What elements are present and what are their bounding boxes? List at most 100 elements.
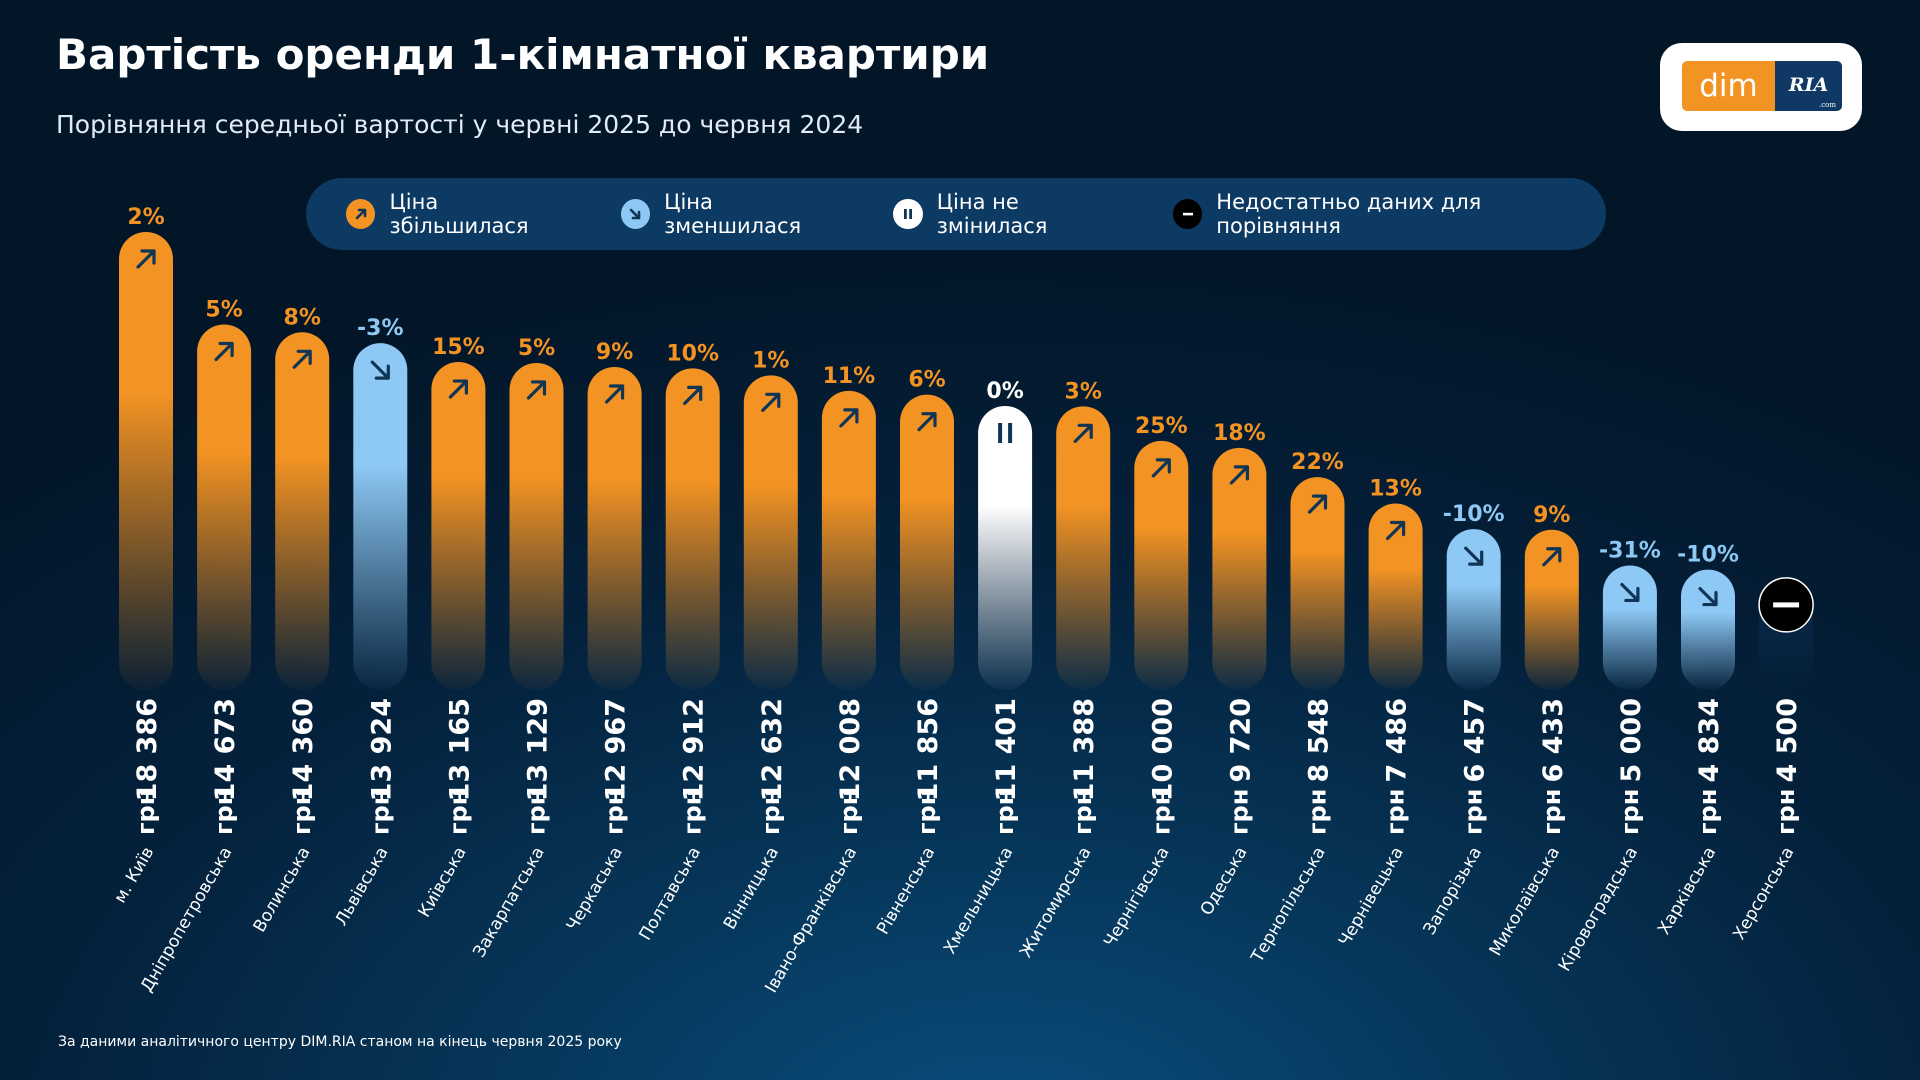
- bar: [821, 390, 876, 690]
- unit-label: грн: [1147, 789, 1175, 835]
- category-label: Чернігівська: [1100, 844, 1174, 951]
- unit-label: грн: [288, 789, 316, 835]
- unit-label: грн: [1382, 789, 1410, 835]
- value-label: 12 632: [757, 698, 788, 801]
- arrow-up-right-icon: [1542, 547, 1562, 567]
- logo-com-text: .com: [1819, 101, 1836, 109]
- arrow-down-right-icon: [370, 360, 390, 380]
- value-label: 13 129: [523, 698, 554, 801]
- bar: [1368, 503, 1423, 690]
- change-label: 18%: [1213, 421, 1266, 446]
- bar: [665, 368, 720, 690]
- bar: [587, 366, 642, 690]
- unit-label: грн: [132, 789, 160, 835]
- arrow-up-right-icon: [136, 249, 156, 269]
- unit-label: грн: [1772, 789, 1800, 835]
- category-label: Кіровоградська: [1555, 844, 1643, 976]
- category-label: Івано-Франківська: [761, 844, 861, 997]
- change-label: 5%: [518, 336, 555, 361]
- category-label: Київська: [414, 844, 470, 921]
- value-label: 11 856: [913, 698, 944, 801]
- arrow-up-right-icon: [292, 349, 312, 369]
- value-label: 11 388: [1069, 698, 1100, 801]
- bar: [509, 362, 564, 690]
- footnote: За даними аналітичного центру DIM.RIA ст…: [58, 1034, 622, 1050]
- change-label: 10%: [666, 341, 719, 366]
- value-label: 12 912: [679, 698, 710, 801]
- logo-ria-text: RIA .com: [1775, 61, 1842, 111]
- value-label: 13 924: [366, 698, 397, 801]
- value-label: 7 486: [1382, 698, 1413, 783]
- value-label: 13 165: [444, 698, 475, 801]
- change-label: -10%: [1677, 543, 1739, 568]
- unit-label: грн: [913, 789, 941, 835]
- bar: [1602, 565, 1657, 690]
- category-label: Львівська: [331, 844, 392, 930]
- page-subtitle: Порівняння середньої вартості у червні 2…: [56, 110, 864, 139]
- dim-ria-logo[interactable]: dim RIA .com: [1660, 43, 1862, 131]
- bar: [1681, 569, 1735, 690]
- unit-label: грн: [1616, 789, 1644, 835]
- bar: [900, 394, 954, 690]
- change-label: 6%: [908, 368, 945, 393]
- change-label: -3%: [357, 316, 403, 341]
- value-label: 14 673: [210, 698, 241, 801]
- bar: [1134, 440, 1189, 690]
- category-label: Житомирська: [1016, 844, 1096, 962]
- arrow-up-right-icon: [1229, 465, 1250, 485]
- category-label: Херсонська: [1729, 844, 1798, 944]
- arrow-up-right-icon: [683, 385, 703, 405]
- value-label: 11 401: [991, 698, 1022, 801]
- logo-dim-text: dim: [1682, 61, 1775, 111]
- bar: [1056, 406, 1111, 690]
- unit-label: грн: [523, 789, 551, 835]
- unit-label: грн: [1694, 789, 1722, 835]
- change-label: -31%: [1599, 538, 1661, 563]
- value-label: 9 720: [1225, 698, 1256, 783]
- value-label: 14 360: [288, 698, 319, 801]
- chart-legend: Ціна збільшилася Ціна зменшилася Ціна не…: [306, 178, 1606, 250]
- change-label: 8%: [284, 305, 321, 330]
- change-label: 0%: [986, 379, 1023, 404]
- category-label: Тернопільська: [1247, 844, 1330, 967]
- arrow-up-right-icon: [604, 384, 625, 404]
- legend-item-same: Ціна не змінилася: [893, 190, 1133, 238]
- legend-item-decrease: Ціна зменшилася: [620, 190, 854, 238]
- bar: [1212, 447, 1267, 690]
- change-label: 11%: [823, 364, 876, 389]
- category-label: Миколаївська: [1486, 844, 1565, 960]
- value-label: 12 008: [835, 698, 866, 801]
- category-label: Волинська: [250, 844, 315, 936]
- legend-item-increase: Ціна збільшилася: [346, 190, 581, 238]
- bar: [1524, 529, 1579, 690]
- category-label: Рівненська: [873, 844, 939, 939]
- legend-label-increase: Ціна збільшилася: [389, 190, 529, 238]
- pause-icon: [893, 199, 923, 229]
- change-label: 9%: [1533, 503, 1570, 528]
- bar: [275, 332, 330, 690]
- arrow-down-right-icon: [1464, 546, 1484, 566]
- bar: [978, 405, 1033, 690]
- unit-label: грн: [366, 789, 394, 835]
- pause-icon: [998, 422, 1013, 443]
- unit-label: грн: [1225, 789, 1253, 835]
- change-label: -10%: [1443, 502, 1505, 527]
- bar: [197, 324, 252, 690]
- bar: [353, 343, 408, 690]
- page-title: Вартість оренди 1-кімнатної квартири: [56, 30, 990, 79]
- logo-ria-word: RIA: [1788, 74, 1829, 96]
- minus-icon: [1758, 577, 1814, 633]
- category-label: Харківська: [1654, 844, 1720, 939]
- change-label: 13%: [1369, 477, 1422, 502]
- change-label: 3%: [1065, 379, 1102, 404]
- unit-label: грн: [444, 789, 472, 835]
- bar: [119, 232, 173, 690]
- unit-label: грн: [1304, 789, 1332, 835]
- unit-label: грн: [210, 789, 238, 835]
- unit-label: грн: [1069, 789, 1097, 835]
- arrow-up-right-icon: [839, 408, 859, 428]
- arrow-up-right-icon: [1073, 423, 1093, 443]
- value-label: 4 500: [1772, 698, 1803, 783]
- arrow-up-right-icon: [448, 379, 468, 399]
- change-label: 15%: [432, 335, 485, 360]
